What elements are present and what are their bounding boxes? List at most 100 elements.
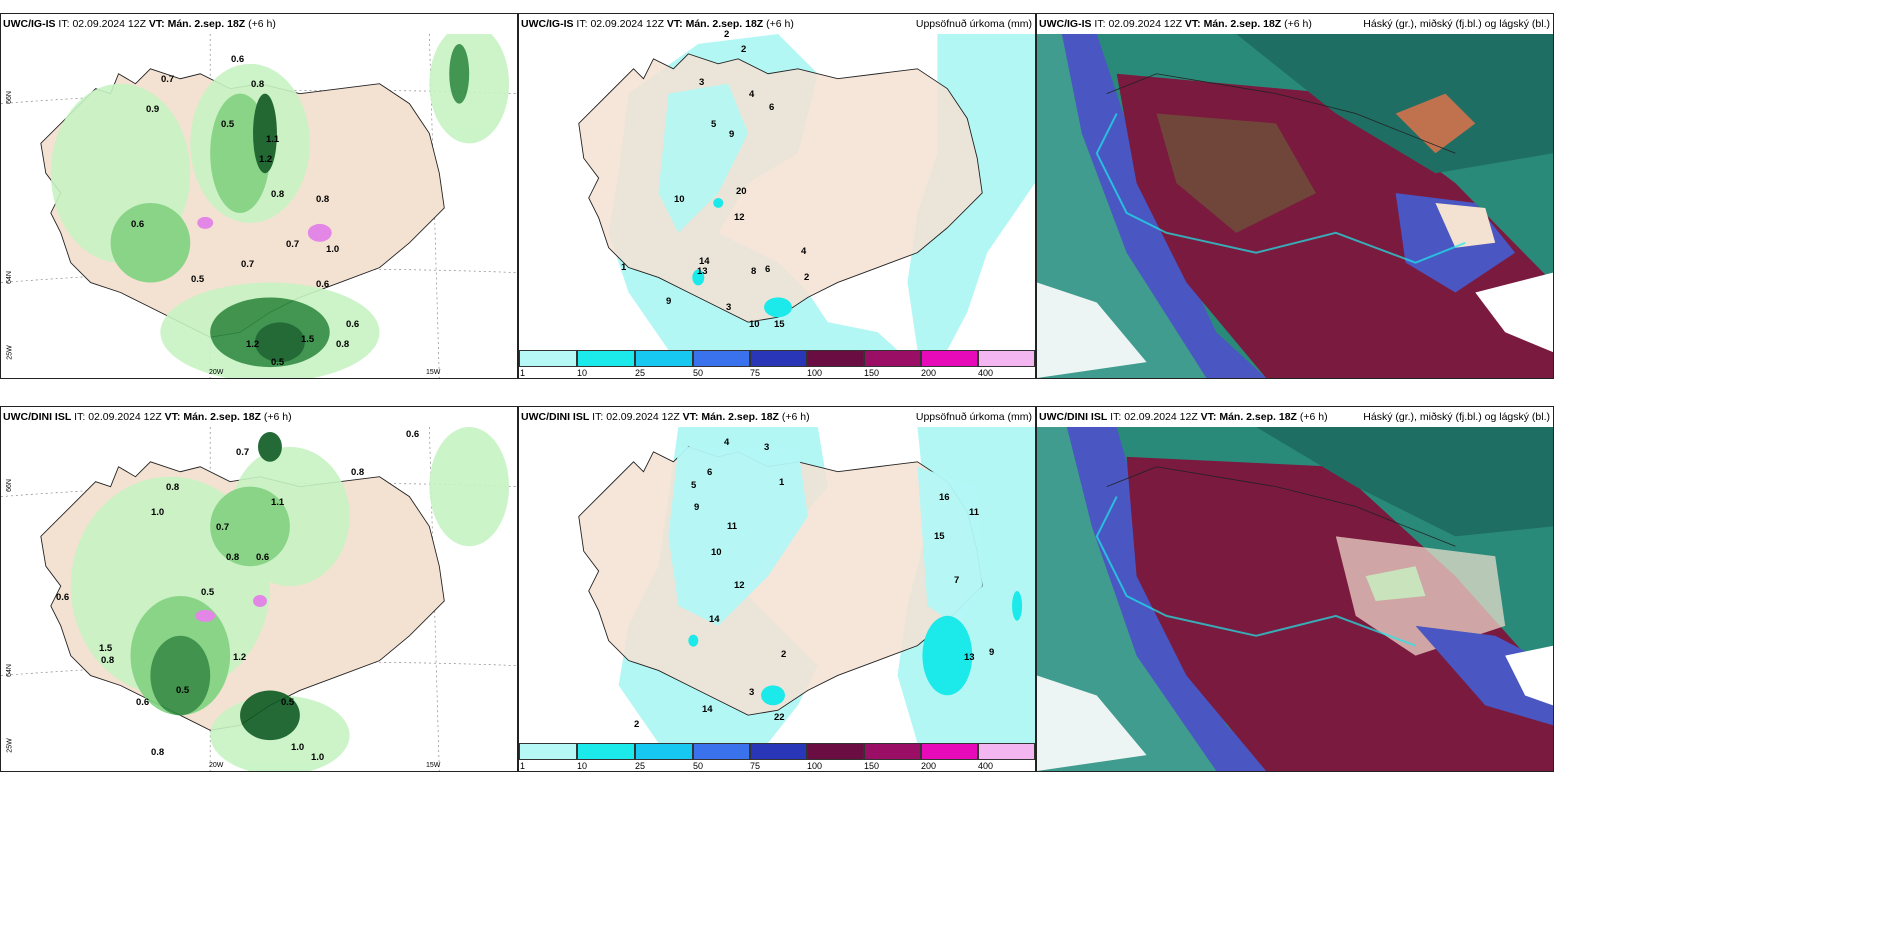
colorbar-tick: 50 xyxy=(693,761,704,771)
panel-wind-row2: UWC/DINI ISL IT: 02.09.2024 12Z VT: Mán.… xyxy=(0,406,518,772)
valid-time: Mán. 2.sep. 18Z xyxy=(183,411,261,423)
value-label: 6 xyxy=(769,102,775,113)
colorbar-tick: 200 xyxy=(921,761,937,771)
wind-map-svg xyxy=(1,427,517,771)
precip-title: Uppsöfnuð úrkoma (mm) xyxy=(915,18,1032,30)
value-label: 0.9 xyxy=(146,104,160,115)
panel-wind-row1: UWC/IG-IS IT: 02.09.2024 12Z VT: Mán. 2.… xyxy=(0,13,518,379)
value-label: 0.8 xyxy=(336,339,350,350)
value-label: 9 xyxy=(694,502,700,513)
init-time: 02.09.2024 12Z xyxy=(88,411,162,423)
panel-cloud-row2: UWC/DINI ISL IT: 02.09.2024 12Z VT: Mán.… xyxy=(1036,406,1554,772)
lon-label: 25W xyxy=(6,738,14,753)
valid-label: VT: xyxy=(682,411,699,423)
init-time: 02.09.2024 12Z xyxy=(1108,18,1182,30)
colorbar-segment xyxy=(577,350,635,367)
colorbar-tick: 10 xyxy=(577,368,588,378)
cloud-map xyxy=(1037,427,1553,771)
lon-label: 15W xyxy=(426,369,441,376)
value-label: 0.7 xyxy=(216,522,230,533)
value-label: 4 xyxy=(749,89,755,100)
value-label: 5 xyxy=(691,480,697,491)
init-label: IT: xyxy=(592,411,604,423)
wind-map xyxy=(1,34,517,378)
value-label: 5 xyxy=(711,119,717,130)
colorbar: 1 10 25 50 75 100 150 200 400 xyxy=(519,743,1035,771)
colorbar-tick: 25 xyxy=(635,761,646,771)
value-label: 9 xyxy=(666,296,672,307)
lon-label: 20W xyxy=(209,762,224,769)
value-label: 0.8 xyxy=(151,747,165,758)
model-name: UWC/DINI ISL xyxy=(1039,411,1108,423)
init-time: 02.09.2024 12Z xyxy=(606,411,680,423)
value-label: 6 xyxy=(707,467,713,478)
colorbar-segment xyxy=(635,350,693,367)
cloud-map-svg xyxy=(1037,34,1553,378)
colorbar-tick: 100 xyxy=(807,368,823,378)
value-label: 0.8 xyxy=(251,79,265,90)
value-label: 0.6 xyxy=(131,219,145,230)
valid-label: VT: xyxy=(164,411,181,423)
init-time: 02.09.2024 12Z xyxy=(590,18,664,30)
value-label: 0.5 xyxy=(271,357,285,368)
init-label: IT: xyxy=(1110,411,1122,423)
lead-time: (+6 h) xyxy=(766,18,794,30)
panel-precip-row1: UWC/IG-IS IT: 02.09.2024 12Z VT: Mán. 2.… xyxy=(518,13,1036,379)
valid-label: VT: xyxy=(148,18,165,30)
pink-cell xyxy=(307,223,332,242)
value-label: 0.5 xyxy=(221,119,235,130)
value-label: 11 xyxy=(727,521,738,532)
init-time: 02.09.2024 12Z xyxy=(72,18,146,30)
cloud-title: Háský (gr.), miðský (fj.bl.) og lágský (… xyxy=(1363,18,1550,30)
value-label: 9 xyxy=(989,647,995,658)
value-label: 0.8 xyxy=(226,552,240,563)
value-label: 0.6 xyxy=(346,319,360,330)
value-label: 0.5 xyxy=(201,587,215,598)
valid-label: VT: xyxy=(1184,18,1201,30)
valid-time: Mán. 2.sep. 18Z xyxy=(1203,18,1282,30)
value-label: 3 xyxy=(749,687,755,698)
model-name: UWC/DINI ISL xyxy=(521,411,590,423)
panel-header: UWC/IG-IS IT: 02.09.2024 12Z VT: Mán. 2.… xyxy=(1,14,517,34)
value-label: 10 xyxy=(749,319,760,330)
value-label: 9 xyxy=(729,129,735,140)
value-label: 0.5 xyxy=(281,697,295,708)
value-label: 0.8 xyxy=(101,655,115,666)
value-label: 1.2 xyxy=(259,154,273,165)
lat-label: 66N xyxy=(5,479,13,492)
value-label: 0.8 xyxy=(166,482,180,493)
cloud-map-svg xyxy=(1037,427,1553,771)
pink-cell xyxy=(197,216,214,229)
init-label: IT: xyxy=(576,18,588,30)
precip-map xyxy=(519,34,1035,350)
lead-time: (+6 h) xyxy=(1299,411,1328,423)
value-label: 14 xyxy=(709,614,720,625)
value-label: 0.8 xyxy=(351,467,365,478)
value-label: 0.6 xyxy=(316,279,330,290)
value-label: 0.7 xyxy=(161,74,175,85)
value-label: 2 xyxy=(741,44,747,55)
value-label: 0.6 xyxy=(136,697,150,708)
init-time: 02.09.2024 12Z xyxy=(1124,411,1198,423)
panel-cloud-row1: UWC/IG-IS IT: 02.09.2024 12Z VT: Mán. 2.… xyxy=(1036,13,1554,379)
model-name: UWC/DINI ISL xyxy=(3,411,72,423)
value-label: 14 xyxy=(702,704,713,715)
init-label: IT: xyxy=(58,18,70,30)
colorbar-tick: 150 xyxy=(864,761,880,771)
colorbar-tick: 400 xyxy=(978,368,994,378)
value-label: 0.5 xyxy=(191,274,205,285)
value-label: 0.6 xyxy=(56,592,70,603)
colorbar-tick: 1 xyxy=(520,761,526,771)
value-label: 3 xyxy=(764,442,770,453)
value-label: 3 xyxy=(726,302,732,313)
lon-label: 25W xyxy=(6,345,14,360)
lon-label: 15W xyxy=(426,762,441,769)
value-label: 0.8 xyxy=(271,189,285,200)
value-label: 3 xyxy=(699,77,705,88)
colorbar-segment xyxy=(807,350,864,367)
green-precip xyxy=(50,34,510,378)
cloud-map xyxy=(1037,34,1553,378)
panel-header: UWC/DINI ISL IT: 02.09.2024 12Z VT: Mán.… xyxy=(519,407,1035,427)
valid-time: Mán. 2.sep. 18Z xyxy=(1219,411,1297,423)
valid-time: Mán. 2.sep. 18Z xyxy=(701,411,779,423)
